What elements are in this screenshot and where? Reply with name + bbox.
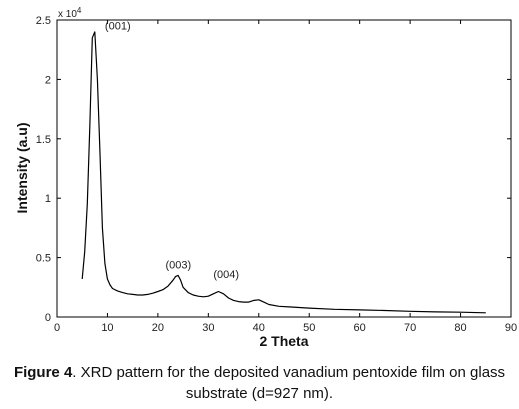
x-tick-label: 40 (253, 322, 265, 334)
y-multiplier-base: x 10 (58, 9, 77, 20)
peak-annotation: (001) (105, 21, 131, 33)
y-multiplier-label: x 104 (58, 6, 82, 20)
x-tick-label: 10 (101, 322, 113, 334)
y-tick-label: 2 (45, 74, 51, 86)
y-multiplier-exponent: 4 (77, 6, 82, 15)
x-tick-label: 80 (454, 322, 466, 334)
y-tick-label: 2.5 (36, 15, 51, 27)
y-tick-label: 1.5 (36, 134, 51, 146)
xrd-series-line-0 (81, 31, 486, 314)
x-axis-title: 2 Theta (259, 333, 308, 349)
x-tick-label: 90 (505, 322, 517, 334)
caption-text: . XRD pattern for the deposited vanadium… (72, 364, 506, 402)
x-tick-label: 0 (54, 322, 60, 334)
plot-area (56, 19, 512, 318)
y-tick-label: 0 (45, 312, 51, 324)
figure-caption: Figure 4. XRD pattern for the deposited … (0, 362, 519, 404)
y-tick-label: 1 (45, 193, 51, 205)
caption-label: Figure 4 (13, 364, 73, 381)
x-tick-label: 50 (303, 322, 315, 334)
y-axis-title: Intensity (a.u) (14, 122, 30, 213)
y-tick-label: 0.5 (36, 253, 51, 265)
annotation-layer: (001) (003) (004) (105, 21, 239, 281)
x-tick-label: 60 (354, 322, 366, 334)
peak-annotation: (003) (165, 259, 191, 271)
peak-annotation: (004) (213, 269, 239, 281)
x-tick-label: 70 (404, 322, 416, 334)
x-tick-label: 30 (202, 322, 214, 334)
ticks-layer: 0 10 20 30 40 50 60 70 80 90 0 0.5 1 1.5 2 2.5 (36, 15, 517, 334)
series-layer (81, 31, 486, 314)
x-tick-label: 20 (152, 322, 164, 334)
